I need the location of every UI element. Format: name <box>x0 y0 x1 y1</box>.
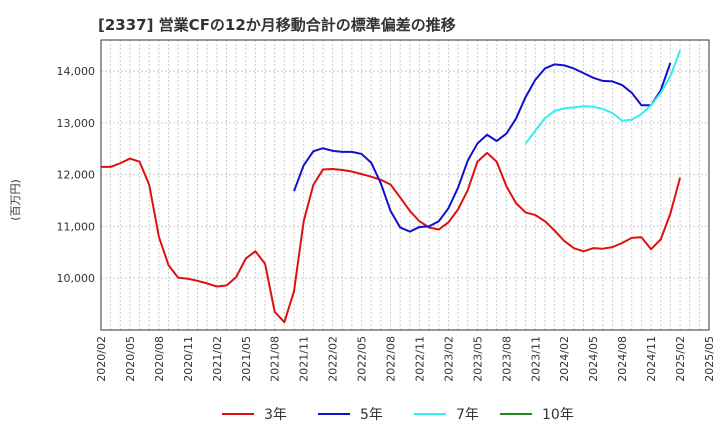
x-tick-label: 2025/02 <box>674 336 687 382</box>
x-tick-label: 2023/05 <box>471 336 484 382</box>
series-lines <box>101 50 682 324</box>
x-tick-label: 2021/11 <box>298 336 311 382</box>
plot-frame <box>100 39 710 331</box>
x-tick-label: 2024/08 <box>616 336 629 382</box>
y-tick-labels: 10,000 11,000 12,000 13,000 14,000 <box>57 65 96 285</box>
series-line <box>101 151 682 324</box>
x-tick-label: 2023/02 <box>442 336 455 382</box>
x-tick-label: 2021/02 <box>211 336 224 382</box>
x-tick-label: 2025/05 <box>703 336 716 382</box>
series-line <box>524 50 681 145</box>
legend-label: 3年 <box>264 407 287 423</box>
y-tick-label: 12,000 <box>57 169 96 182</box>
x-tick-label: 2023/08 <box>500 336 513 382</box>
legend-label: 7年 <box>456 407 479 423</box>
legend-label: 5年 <box>360 407 383 423</box>
x-tick-label: 2021/05 <box>240 336 253 382</box>
x-tick-label: 2024/05 <box>587 336 600 382</box>
chart-title: [2337] 営業CFの12か月移動合計の標準偏差の推移 <box>98 16 456 34</box>
x-tick-label: 2023/11 <box>529 336 542 382</box>
x-tick-label: 2020/02 <box>95 336 108 382</box>
x-tick-label: 2024/11 <box>645 336 658 382</box>
series-line <box>293 62 672 233</box>
y-tick-label: 13,000 <box>57 117 96 130</box>
legend-label: 10年 <box>542 407 574 423</box>
legend: 3年 5年 7年 10年 <box>222 407 574 423</box>
grid <box>101 40 709 330</box>
x-tick-label: 2020/05 <box>124 336 137 382</box>
y-tick-label: 14,000 <box>57 65 96 78</box>
x-tick-label: 2020/11 <box>182 336 195 382</box>
x-tick-label: 2022/11 <box>413 336 426 382</box>
y-axis-label: (百万円) <box>9 179 22 221</box>
x-tick-labels: 2020/02 2020/05 2020/08 2020/11 2021/02 2021/… <box>95 336 716 382</box>
x-tick-label: 2024/02 <box>558 336 571 382</box>
x-tick-label: 2020/08 <box>153 336 166 382</box>
x-tick-label: 2022/08 <box>385 336 398 382</box>
y-tick-label: 10,000 <box>57 272 96 285</box>
x-tick-label: 2022/02 <box>327 336 340 382</box>
x-tick-label: 2022/05 <box>356 336 369 382</box>
x-tick-label: 2021/08 <box>269 336 282 382</box>
y-tick-label: 11,000 <box>57 220 96 233</box>
